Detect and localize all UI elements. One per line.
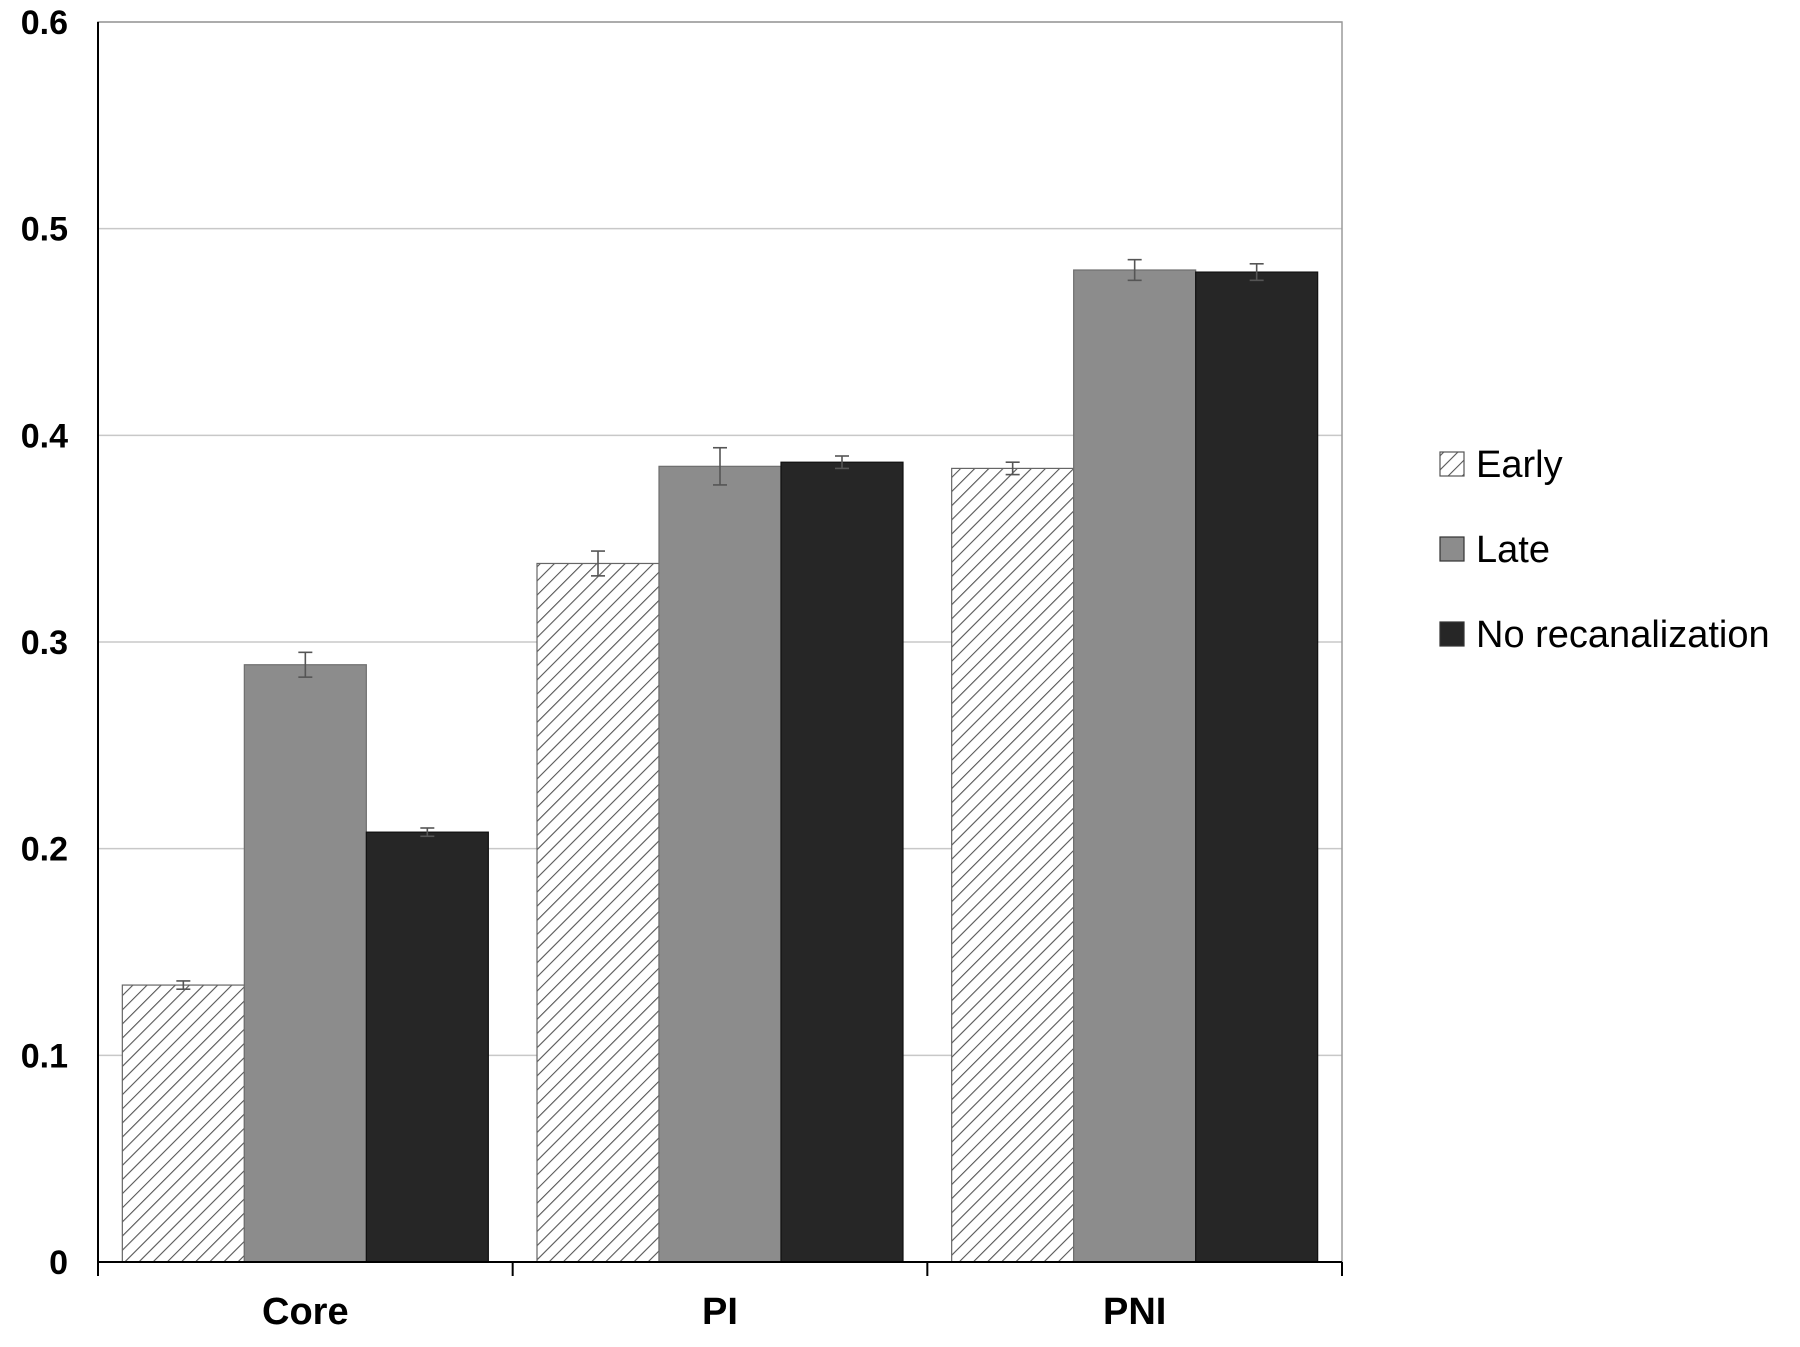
bar-late — [243, 664, 367, 1263]
legend-swatch — [1439, 621, 1465, 647]
y-tick-label: 0.1 — [21, 1037, 68, 1075]
legend-label: No recanalization — [1476, 614, 1770, 656]
y-tick-label: 0.2 — [21, 831, 68, 869]
error-bar — [298, 651, 313, 678]
legend-label: Early — [1476, 444, 1563, 486]
error-bar — [713, 446, 727, 486]
y-tick-label: 0.3 — [21, 624, 68, 662]
bar-late — [658, 465, 782, 1263]
bars — [121, 258, 1319, 1263]
y-tick-label: 0.5 — [21, 211, 68, 249]
legend-item: Late — [1439, 529, 1550, 571]
y-tick-label: 0.6 — [21, 4, 68, 42]
category-label: Core — [262, 1291, 349, 1333]
y-tick-label: 0 — [49, 1244, 68, 1282]
bar-early — [951, 467, 1075, 1263]
error-bar — [591, 550, 605, 577]
bar-no-recanalization — [780, 461, 904, 1263]
error-bar — [835, 455, 849, 470]
legend-swatch — [1439, 536, 1465, 562]
bar-no-recanalization — [1195, 271, 1319, 1263]
category-label: PNI — [1103, 1291, 1166, 1333]
bar-no-recanalization — [365, 831, 489, 1263]
error-bar — [420, 827, 435, 838]
axes: 0 0.1 0.2 0.3 0.4 0.5 0.6 Core PI PNI — [21, 4, 1343, 1333]
legend-item: No recanalization — [1439, 614, 1770, 656]
legend-label: Late — [1476, 529, 1550, 571]
bar-early — [536, 562, 660, 1263]
legend-swatch — [1439, 451, 1465, 477]
error-bar — [1127, 258, 1142, 282]
legend: Early Late No recanalization — [1439, 444, 1770, 656]
error-bar — [176, 980, 191, 991]
y-tick-label: 0.4 — [21, 417, 68, 455]
legend-item: Early — [1439, 444, 1563, 486]
error-bar — [1249, 262, 1264, 282]
bar-late — [1073, 269, 1197, 1263]
bar-early — [121, 984, 245, 1263]
error-bar — [1005, 461, 1020, 476]
category-label: PI — [702, 1291, 738, 1333]
